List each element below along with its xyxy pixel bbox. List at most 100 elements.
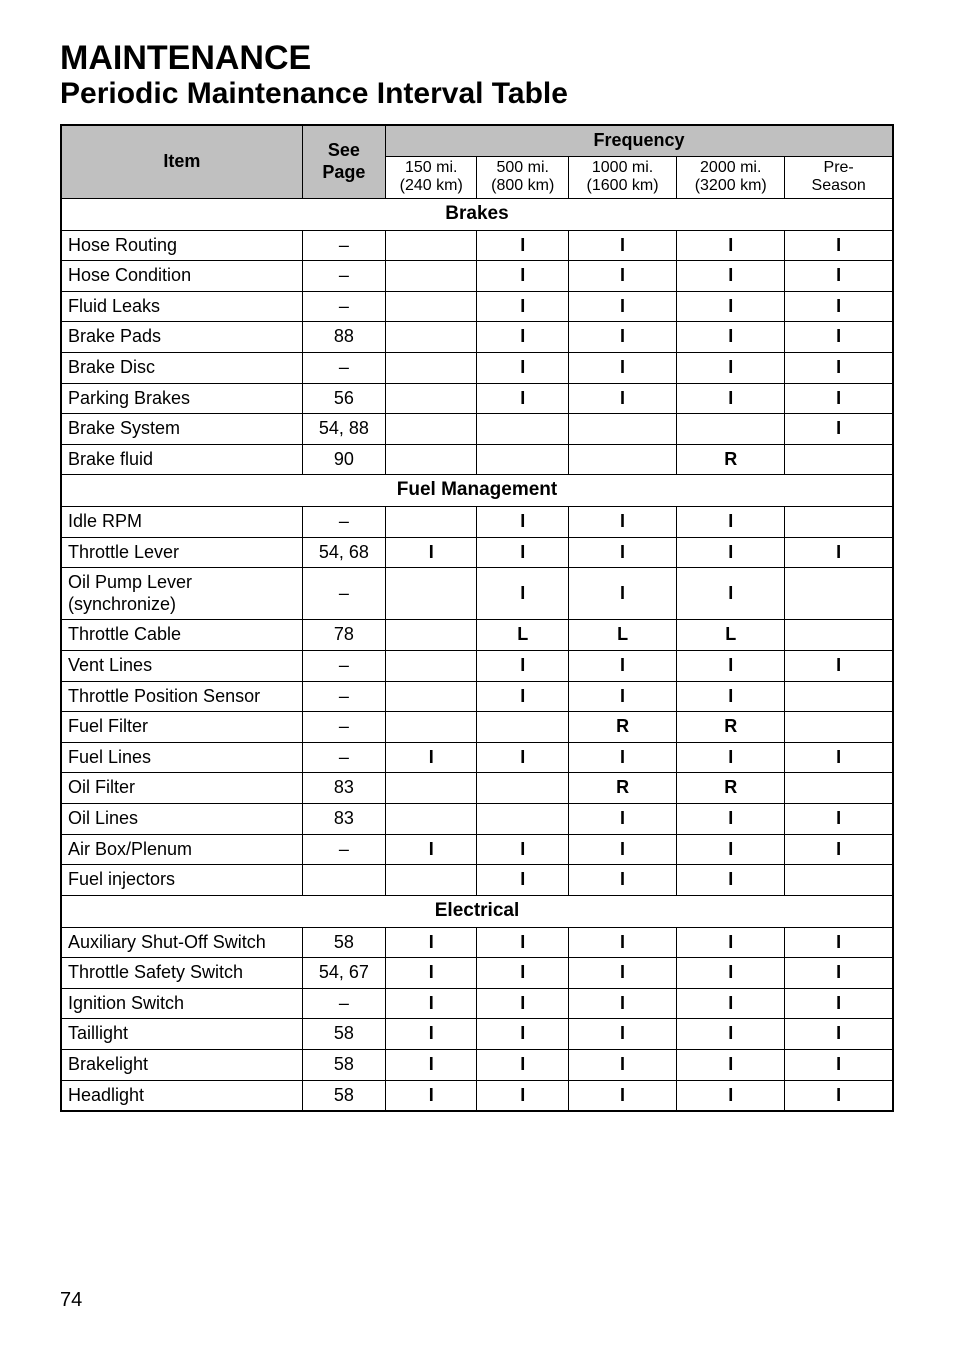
value-cell: I: [568, 804, 676, 835]
value-cell: [385, 804, 477, 835]
value-cell: [385, 352, 477, 383]
item-cell: Fluid Leaks: [61, 291, 302, 322]
value-cell: I: [677, 651, 785, 682]
table-body: BrakesHose Routing–IIIIHose Condition–II…: [61, 198, 893, 1111]
item-cell: Taillight: [61, 1019, 302, 1050]
value-cell: [785, 773, 893, 804]
value-cell: I: [568, 507, 676, 538]
value-cell: I: [677, 383, 785, 414]
value-cell: I: [785, 383, 893, 414]
value-cell: I: [785, 291, 893, 322]
value-cell: L: [677, 620, 785, 651]
item-cell: Fuel Filter: [61, 712, 302, 743]
value-cell: [385, 568, 477, 620]
value-cell: [785, 681, 893, 712]
value-cell: I: [785, 1050, 893, 1081]
value-cell: I: [568, 291, 676, 322]
item-cell: Throttle Lever: [61, 537, 302, 568]
value-cell: [385, 383, 477, 414]
table-row: Vent Lines–IIII: [61, 651, 893, 682]
table-row: Air Box/Plenum–IIIII: [61, 834, 893, 865]
value-cell: I: [477, 568, 569, 620]
page-cell: 54, 68: [302, 537, 385, 568]
page-cell: –: [302, 712, 385, 743]
value-cell: I: [568, 988, 676, 1019]
maintenance-table: Item SeePage Frequency 150 mi.(240 km)50…: [60, 124, 894, 1112]
page-cell: –: [302, 681, 385, 712]
value-cell: I: [568, 537, 676, 568]
item-cell: Oil Filter: [61, 773, 302, 804]
value-cell: I: [785, 834, 893, 865]
page-cell: –: [302, 352, 385, 383]
page-cell: 54, 67: [302, 958, 385, 989]
section-header: Fuel Management: [61, 475, 893, 507]
value-cell: [477, 414, 569, 445]
page-cell: –: [302, 742, 385, 773]
value-cell: [385, 322, 477, 353]
header-frequency: Frequency: [385, 125, 893, 156]
value-cell: [785, 712, 893, 743]
page-cell: 90: [302, 444, 385, 475]
page-cell: 83: [302, 773, 385, 804]
value-cell: I: [477, 507, 569, 538]
value-cell: I: [568, 651, 676, 682]
table-row: Hose Condition–IIII: [61, 261, 893, 292]
page-cell: 58: [302, 927, 385, 958]
value-cell: I: [785, 651, 893, 682]
table-row: Ignition Switch–IIIII: [61, 988, 893, 1019]
value-cell: R: [677, 773, 785, 804]
item-cell: Brakelight: [61, 1050, 302, 1081]
value-cell: I: [677, 322, 785, 353]
value-cell: I: [568, 958, 676, 989]
value-cell: I: [477, 865, 569, 896]
table-row: Brake fluid90 R: [61, 444, 893, 475]
table-row: Throttle Safety Switch54, 67IIIII: [61, 958, 893, 989]
item-cell: Idle RPM: [61, 507, 302, 538]
page-number: 74: [60, 1289, 82, 1312]
item-cell: Brake fluid: [61, 444, 302, 475]
value-cell: I: [568, 230, 676, 261]
value-cell: I: [568, 742, 676, 773]
value-cell: I: [568, 1080, 676, 1111]
value-cell: [785, 568, 893, 620]
value-cell: I: [785, 230, 893, 261]
value-cell: [477, 804, 569, 835]
section-header: Electrical: [61, 895, 893, 927]
value-cell: I: [785, 322, 893, 353]
value-cell: I: [385, 1080, 477, 1111]
value-cell: I: [785, 261, 893, 292]
value-cell: I: [385, 1050, 477, 1081]
value-cell: L: [568, 620, 676, 651]
value-cell: I: [477, 1019, 569, 1050]
table-row: Fuel Lines–IIIII: [61, 742, 893, 773]
value-cell: I: [568, 834, 676, 865]
value-cell: I: [477, 322, 569, 353]
value-cell: [477, 773, 569, 804]
value-cell: I: [385, 927, 477, 958]
item-cell: Fuel injectors: [61, 865, 302, 896]
freq-col-2: 1000 mi.(1600 km): [568, 156, 676, 198]
item-cell: Oil Lines: [61, 804, 302, 835]
table-row: Oil Filter83RR: [61, 773, 893, 804]
page-cell: 83: [302, 804, 385, 835]
item-cell: Throttle Safety Switch: [61, 958, 302, 989]
value-cell: I: [477, 537, 569, 568]
value-cell: R: [677, 444, 785, 475]
value-cell: [385, 773, 477, 804]
value-cell: I: [568, 865, 676, 896]
header-see-page-text: SeePage: [322, 140, 365, 182]
value-cell: I: [785, 742, 893, 773]
value-cell: [785, 620, 893, 651]
value-cell: [385, 651, 477, 682]
value-cell: I: [568, 1019, 676, 1050]
page-cell: 58: [302, 1050, 385, 1081]
item-cell: Brake Pads: [61, 322, 302, 353]
value-cell: I: [568, 568, 676, 620]
page-cell: –: [302, 568, 385, 620]
value-cell: I: [385, 537, 477, 568]
page-cell: –: [302, 651, 385, 682]
value-cell: I: [477, 958, 569, 989]
value-cell: I: [385, 1019, 477, 1050]
value-cell: [385, 507, 477, 538]
item-cell: Headlight: [61, 1080, 302, 1111]
